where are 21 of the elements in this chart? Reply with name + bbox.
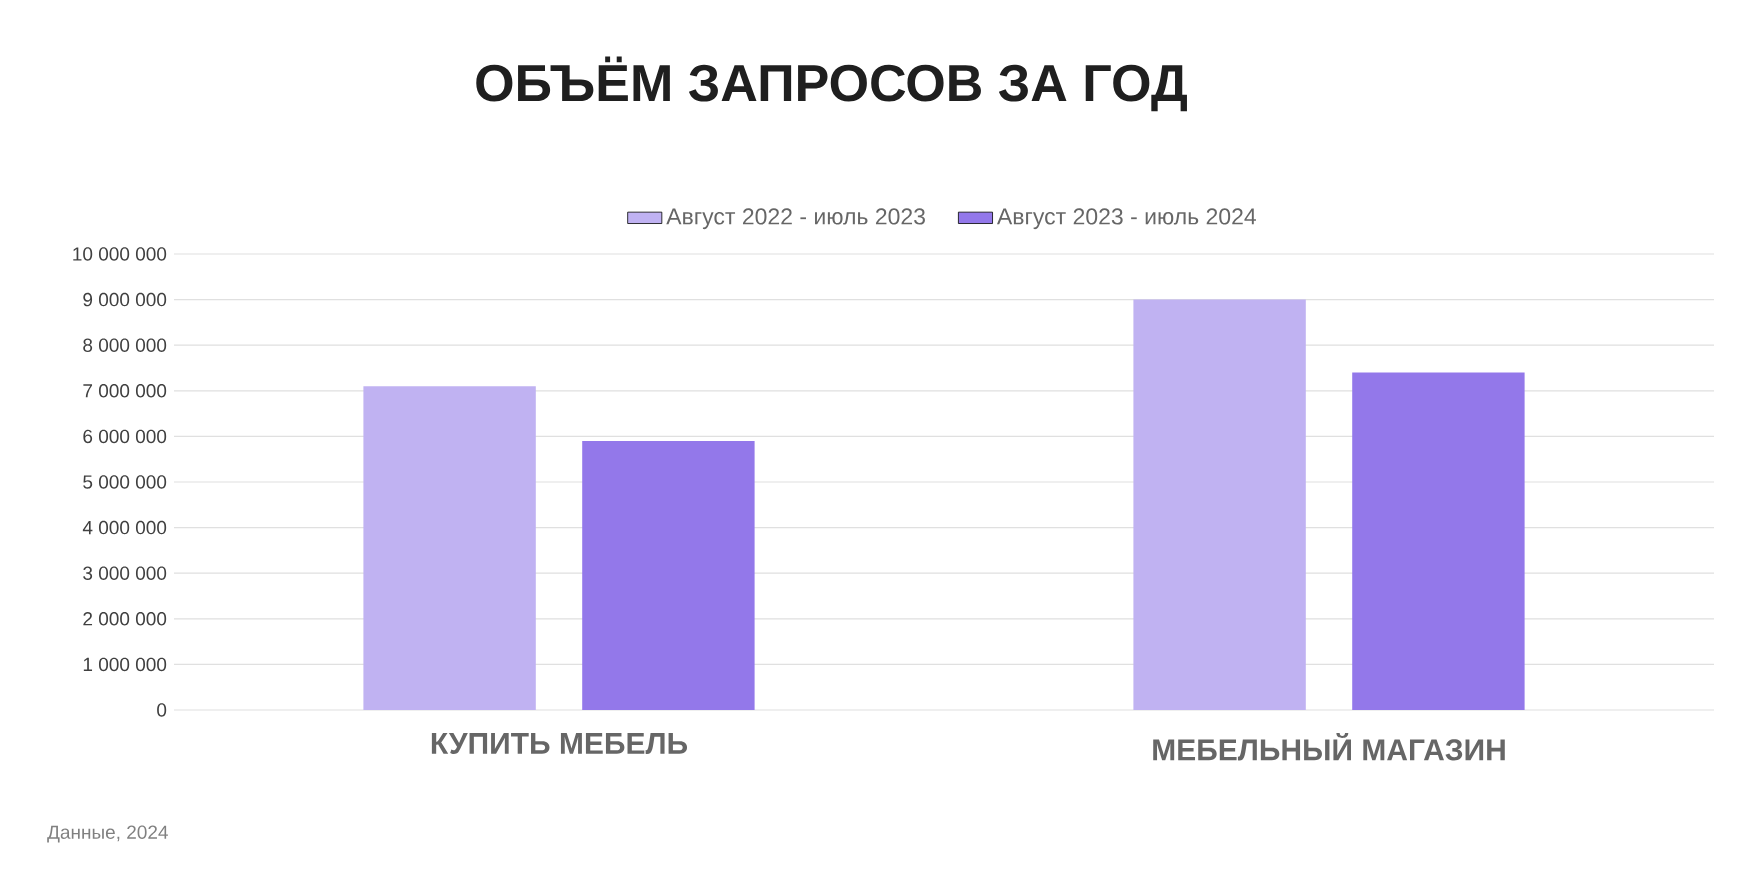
- chart-title: ОБЪЁМ ЗАПРОСОВ ЗА ГОД: [476, 56, 1187, 112]
- y-tick-label: 6 000 000: [83, 429, 167, 444]
- y-tick-label: 2 000 000: [83, 612, 167, 626]
- y-tick-label: 3 000 000: [83, 566, 167, 580]
- y-tick-label: 0: [157, 703, 167, 717]
- x-tick-label: КУПИТЬ МЕБЕЛЬ: [431, 733, 688, 754]
- text: Данные, 2024: [47, 825, 168, 843]
- y-tick-label: 10 000 000: [73, 247, 167, 261]
- x-tick-label: МЕБЕЛЬНЫЙ МАГАЗИН: [1153, 733, 1505, 761]
- bar: [582, 440, 755, 710]
- bar: [1133, 299, 1306, 710]
- bar: [363, 386, 536, 710]
- y-tick-label: 4 000 000: [82, 520, 167, 535]
- y-tick-label: 8 000 000: [83, 338, 167, 352]
- y-tick-label: 9 000 000: [83, 292, 167, 307]
- y-tick-label: 5 000 000: [83, 475, 167, 489]
- legend-label: Август 2022 - июль 2023: [666, 208, 925, 230]
- bar: [1352, 372, 1525, 710]
- legend-label: Август 2023 - июль 2024: [996, 208, 1256, 230]
- y-tick-label: 1 000 000: [83, 657, 167, 672]
- y-tick-label: 7 000 000: [83, 384, 167, 398]
